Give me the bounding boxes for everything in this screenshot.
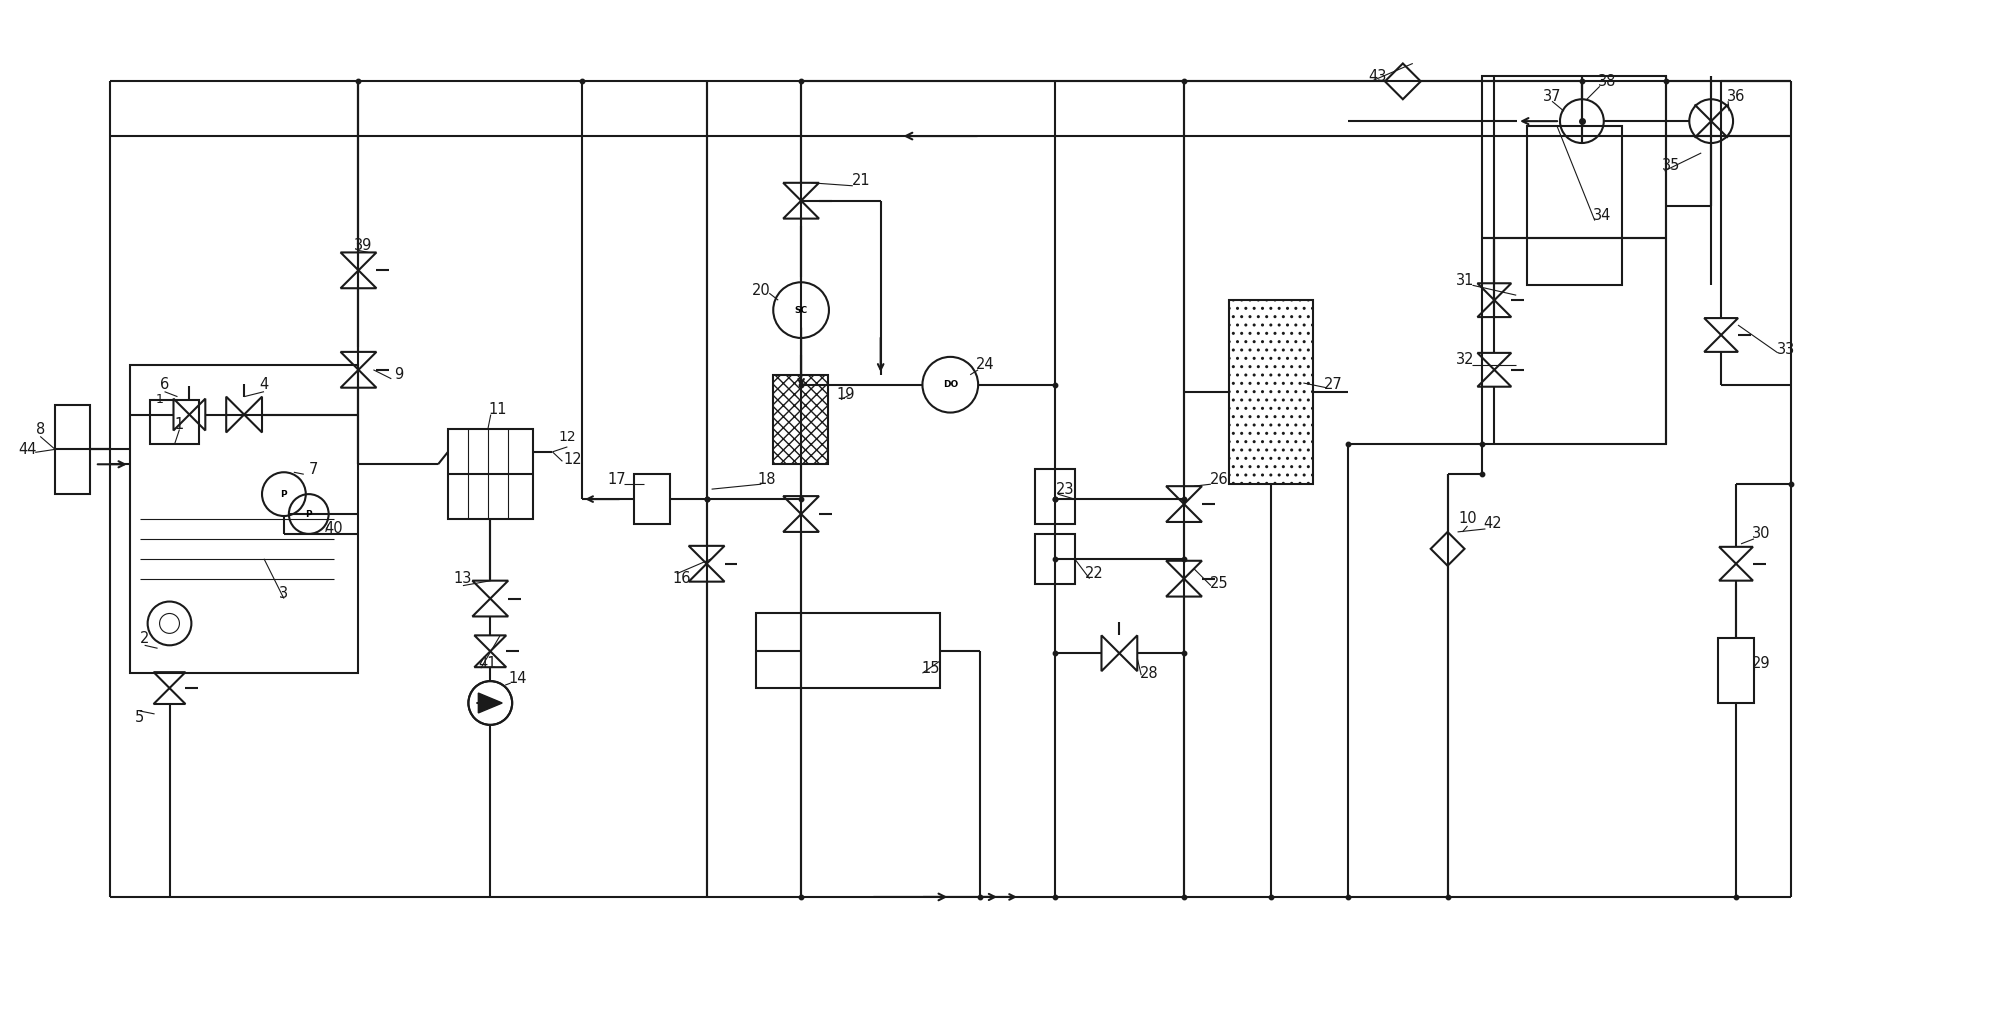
Bar xyxy=(1527,126,1621,285)
Text: 5: 5 xyxy=(135,710,145,726)
Text: 27: 27 xyxy=(1324,377,1342,392)
Text: 7: 7 xyxy=(309,462,317,477)
Text: 40: 40 xyxy=(323,521,344,537)
Text: 24: 24 xyxy=(976,358,994,372)
Bar xyxy=(448,429,532,519)
Text: 41: 41 xyxy=(478,656,496,671)
Polygon shape xyxy=(478,693,502,712)
Bar xyxy=(54,404,90,494)
Text: 15: 15 xyxy=(922,661,940,675)
Text: 3: 3 xyxy=(279,586,289,601)
Text: 38: 38 xyxy=(1597,73,1615,89)
Bar xyxy=(149,399,199,445)
Bar xyxy=(1230,300,1314,484)
Text: 32: 32 xyxy=(1457,353,1475,367)
Text: 23: 23 xyxy=(1055,482,1075,496)
Text: 12: 12 xyxy=(559,430,577,444)
Bar xyxy=(131,365,358,673)
Bar xyxy=(1035,534,1075,583)
Text: 10: 10 xyxy=(1459,512,1477,526)
Text: 20: 20 xyxy=(751,282,771,298)
Text: 19: 19 xyxy=(836,387,856,402)
Text: 42: 42 xyxy=(1483,516,1501,531)
Text: 11: 11 xyxy=(488,402,506,417)
Text: 21: 21 xyxy=(852,174,870,188)
Text: P: P xyxy=(305,510,311,518)
Bar xyxy=(773,374,828,464)
Text: 12: 12 xyxy=(563,452,583,466)
Text: 29: 29 xyxy=(1752,656,1770,671)
Bar xyxy=(755,613,940,688)
Text: 6: 6 xyxy=(161,377,169,392)
Text: 17: 17 xyxy=(609,472,627,487)
Text: 8: 8 xyxy=(36,422,44,437)
Text: 31: 31 xyxy=(1457,273,1475,287)
Text: 1: 1 xyxy=(155,393,163,406)
Text: 22: 22 xyxy=(1085,567,1103,581)
Text: SC: SC xyxy=(794,306,808,314)
Text: 33: 33 xyxy=(1776,342,1794,358)
Text: 26: 26 xyxy=(1209,472,1227,487)
Text: 39: 39 xyxy=(354,238,372,253)
Bar xyxy=(635,475,669,524)
Text: 30: 30 xyxy=(1752,526,1770,542)
Text: 18: 18 xyxy=(757,472,775,487)
Text: 37: 37 xyxy=(1543,89,1561,103)
Text: 43: 43 xyxy=(1368,69,1386,84)
Text: 1: 1 xyxy=(175,417,185,432)
Text: 9: 9 xyxy=(394,367,404,383)
Bar xyxy=(1483,77,1665,445)
Text: 28: 28 xyxy=(1139,666,1159,680)
Text: 14: 14 xyxy=(508,671,526,686)
Text: 13: 13 xyxy=(454,571,472,586)
Text: 25: 25 xyxy=(1209,576,1227,591)
Bar xyxy=(1718,638,1754,703)
Text: DO: DO xyxy=(942,381,958,389)
Text: 36: 36 xyxy=(1728,89,1746,103)
Text: 34: 34 xyxy=(1593,208,1611,223)
Text: 44: 44 xyxy=(18,442,36,457)
Text: 2: 2 xyxy=(141,631,149,646)
Text: 35: 35 xyxy=(1661,158,1682,174)
Text: 16: 16 xyxy=(673,571,691,586)
Bar xyxy=(1035,469,1075,524)
Text: 4: 4 xyxy=(259,377,269,392)
Text: P: P xyxy=(281,490,287,498)
